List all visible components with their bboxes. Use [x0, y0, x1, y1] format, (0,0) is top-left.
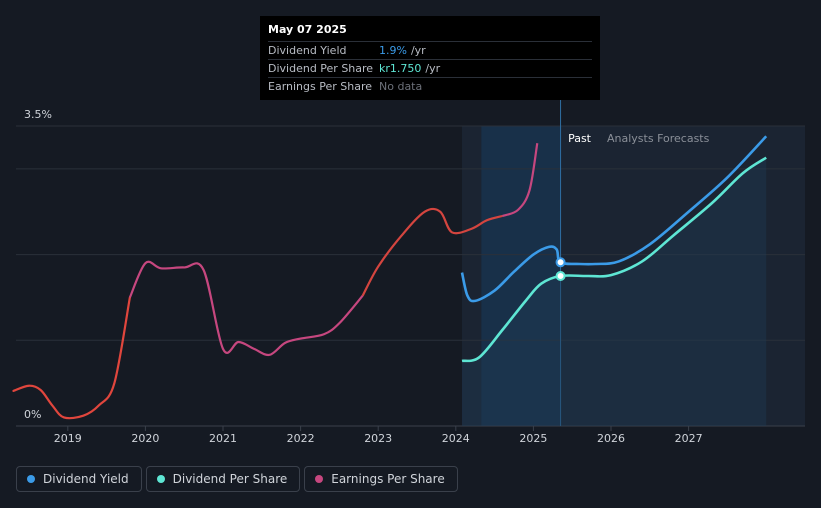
grid-lines — [16, 125, 805, 427]
earnings-per-share-line-low — [12, 296, 131, 420]
x-tick-label: 2026 — [597, 432, 625, 445]
x-tick-label: 2019 — [54, 432, 82, 445]
tooltip-unit: /yr — [410, 44, 426, 57]
earnings-per-share-line — [128, 260, 364, 357]
tooltip-label: Dividend Per Share — [268, 62, 374, 75]
legend: Dividend Yield Dividend Per Share Earnin… — [16, 466, 458, 492]
legend-label: Dividend Yield — [43, 472, 129, 486]
region-label-past: Past — [568, 132, 592, 145]
legend-item-dividend-yield[interactable]: Dividend Yield — [16, 466, 142, 492]
legend-dot-icon — [315, 475, 324, 483]
series-areas — [462, 157, 767, 426]
earnings-per-share-line-mid — [361, 207, 503, 297]
tooltip-row-earnings-per-share: Earnings Per Share No data — [268, 77, 592, 95]
hover-tooltip: May 07 2025 Dividend Yield 1.9% /yr Divi… — [260, 16, 600, 100]
dividend-yield-marker — [555, 257, 566, 268]
legend-label: Dividend Per Share — [172, 472, 288, 486]
x-tick-label: 2023 — [364, 432, 392, 445]
x-tick-label: 2020 — [131, 432, 159, 445]
earnings-per-share-line-recent — [501, 142, 539, 218]
tooltip-label: Dividend Yield — [268, 44, 347, 57]
dividend-yield-line — [460, 135, 768, 303]
dividend-per-share-marker — [555, 271, 566, 281]
region-label-forecast: Analysts Forecasts — [607, 132, 710, 145]
y-tick-label-top: 3.5% — [24, 108, 52, 121]
x-tick-label: 2027 — [675, 432, 703, 445]
tooltip-row-dividend-per-share: Dividend Per Share kr1.750 /yr — [268, 59, 592, 77]
y-tick-label-bottom: 0% — [24, 408, 41, 421]
tooltip-unit: /yr — [425, 62, 441, 75]
tooltip-label: Earnings Per Share — [268, 80, 373, 93]
legend-item-earnings-per-share[interactable]: Earnings Per Share — [304, 466, 458, 492]
x-tick-label: 2025 — [519, 432, 547, 445]
series-lines — [12, 135, 768, 420]
legend-label: Earnings Per Share — [331, 472, 445, 486]
tooltip-date: May 07 2025 — [268, 23, 347, 36]
past-shade — [481, 126, 561, 426]
tooltip-value: kr1.750 — [379, 62, 422, 75]
hover-markers — [555, 257, 566, 281]
legend-dot-icon — [27, 475, 35, 483]
legend-item-dividend-per-share[interactable]: Dividend Per Share — [145, 466, 301, 492]
x-tick-label: 2022 — [287, 432, 315, 445]
dividend-per-share-line — [461, 156, 767, 363]
x-tick-label: 2024 — [442, 432, 470, 445]
x-tick-label: 2021 — [209, 432, 237, 445]
legend-dot-icon — [156, 475, 165, 483]
tooltip-value: No data — [379, 80, 423, 93]
tooltip-value: 1.9% — [379, 44, 407, 57]
dividend-per-share-area — [462, 157, 767, 426]
x-axis-ticks: 2019 2020 2021 2022 2023 2024 2025 2026 2027 — [54, 426, 703, 445]
tooltip-row-dividend-yield: Dividend Yield 1.9% /yr — [268, 41, 592, 59]
